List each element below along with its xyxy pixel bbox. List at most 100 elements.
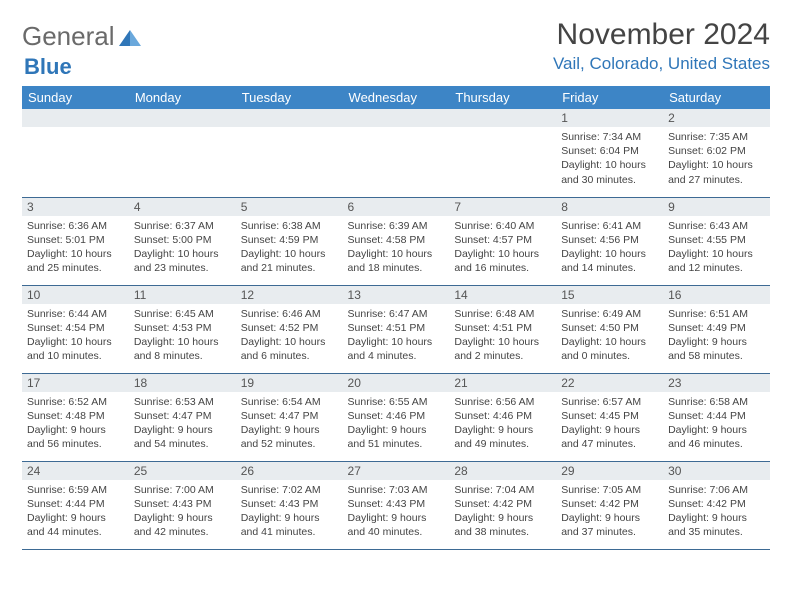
calendar-week-row: 24Sunrise: 6:59 AMSunset: 4:44 PMDayligh… bbox=[22, 461, 770, 549]
day-number: 4 bbox=[129, 198, 236, 216]
day-number: 16 bbox=[663, 286, 770, 304]
day-number: 15 bbox=[556, 286, 663, 304]
day-number: 9 bbox=[663, 198, 770, 216]
weekday-header: Wednesday bbox=[343, 86, 450, 109]
day-number: 14 bbox=[449, 286, 556, 304]
calendar-day-cell: 22Sunrise: 6:57 AMSunset: 4:45 PMDayligh… bbox=[556, 373, 663, 461]
calendar-day-cell: 6Sunrise: 6:39 AMSunset: 4:58 PMDaylight… bbox=[343, 197, 450, 285]
calendar-day-cell bbox=[22, 109, 129, 197]
day-detail: Sunrise: 7:35 AMSunset: 6:02 PMDaylight:… bbox=[663, 127, 770, 191]
day-number-empty bbox=[343, 109, 450, 127]
calendar-day-cell: 10Sunrise: 6:44 AMSunset: 4:54 PMDayligh… bbox=[22, 285, 129, 373]
calendar-day-cell: 7Sunrise: 6:40 AMSunset: 4:57 PMDaylight… bbox=[449, 197, 556, 285]
day-detail: Sunrise: 6:40 AMSunset: 4:57 PMDaylight:… bbox=[449, 216, 556, 280]
day-detail: Sunrise: 6:51 AMSunset: 4:49 PMDaylight:… bbox=[663, 304, 770, 368]
day-number: 7 bbox=[449, 198, 556, 216]
weekday-header: Thursday bbox=[449, 86, 556, 109]
calendar-day-cell: 20Sunrise: 6:55 AMSunset: 4:46 PMDayligh… bbox=[343, 373, 450, 461]
calendar-week-row: 1Sunrise: 7:34 AMSunset: 6:04 PMDaylight… bbox=[22, 109, 770, 197]
day-detail: Sunrise: 6:44 AMSunset: 4:54 PMDaylight:… bbox=[22, 304, 129, 368]
calendar-day-cell: 27Sunrise: 7:03 AMSunset: 4:43 PMDayligh… bbox=[343, 461, 450, 549]
day-number: 27 bbox=[343, 462, 450, 480]
calendar-day-cell: 4Sunrise: 6:37 AMSunset: 5:00 PMDaylight… bbox=[129, 197, 236, 285]
day-detail: Sunrise: 7:04 AMSunset: 4:42 PMDaylight:… bbox=[449, 480, 556, 544]
calendar-day-cell: 1Sunrise: 7:34 AMSunset: 6:04 PMDaylight… bbox=[556, 109, 663, 197]
day-detail: Sunrise: 6:59 AMSunset: 4:44 PMDaylight:… bbox=[22, 480, 129, 544]
logo-text-blue: Blue bbox=[24, 54, 72, 80]
month-title: November 2024 bbox=[553, 18, 770, 52]
day-detail: Sunrise: 6:46 AMSunset: 4:52 PMDaylight:… bbox=[236, 304, 343, 368]
day-detail: Sunrise: 7:00 AMSunset: 4:43 PMDaylight:… bbox=[129, 480, 236, 544]
calendar-day-cell: 19Sunrise: 6:54 AMSunset: 4:47 PMDayligh… bbox=[236, 373, 343, 461]
day-number: 26 bbox=[236, 462, 343, 480]
calendar-header-row: SundayMondayTuesdayWednesdayThursdayFrid… bbox=[22, 86, 770, 109]
calendar-day-cell: 18Sunrise: 6:53 AMSunset: 4:47 PMDayligh… bbox=[129, 373, 236, 461]
day-number: 11 bbox=[129, 286, 236, 304]
day-number: 20 bbox=[343, 374, 450, 392]
day-number: 3 bbox=[22, 198, 129, 216]
day-number: 19 bbox=[236, 374, 343, 392]
day-detail: Sunrise: 7:03 AMSunset: 4:43 PMDaylight:… bbox=[343, 480, 450, 544]
day-number-empty bbox=[129, 109, 236, 127]
calendar-day-cell: 28Sunrise: 7:04 AMSunset: 4:42 PMDayligh… bbox=[449, 461, 556, 549]
day-number: 28 bbox=[449, 462, 556, 480]
day-detail: Sunrise: 6:52 AMSunset: 4:48 PMDaylight:… bbox=[22, 392, 129, 456]
logo-triangle-icon bbox=[119, 22, 141, 53]
calendar-table: SundayMondayTuesdayWednesdayThursdayFrid… bbox=[22, 86, 770, 550]
day-number: 18 bbox=[129, 374, 236, 392]
day-detail: Sunrise: 6:55 AMSunset: 4:46 PMDaylight:… bbox=[343, 392, 450, 456]
weekday-header: Monday bbox=[129, 86, 236, 109]
calendar-day-cell: 21Sunrise: 6:56 AMSunset: 4:46 PMDayligh… bbox=[449, 373, 556, 461]
day-detail: Sunrise: 6:43 AMSunset: 4:55 PMDaylight:… bbox=[663, 216, 770, 280]
calendar-day-cell: 24Sunrise: 6:59 AMSunset: 4:44 PMDayligh… bbox=[22, 461, 129, 549]
day-number: 24 bbox=[22, 462, 129, 480]
calendar-day-cell: 9Sunrise: 6:43 AMSunset: 4:55 PMDaylight… bbox=[663, 197, 770, 285]
calendar-day-cell: 26Sunrise: 7:02 AMSunset: 4:43 PMDayligh… bbox=[236, 461, 343, 549]
calendar-day-cell bbox=[449, 109, 556, 197]
logo: General bbox=[22, 20, 141, 53]
day-detail: Sunrise: 6:48 AMSunset: 4:51 PMDaylight:… bbox=[449, 304, 556, 368]
day-number: 13 bbox=[343, 286, 450, 304]
day-detail: Sunrise: 6:58 AMSunset: 4:44 PMDaylight:… bbox=[663, 392, 770, 456]
calendar-day-cell: 15Sunrise: 6:49 AMSunset: 4:50 PMDayligh… bbox=[556, 285, 663, 373]
day-detail: Sunrise: 6:39 AMSunset: 4:58 PMDaylight:… bbox=[343, 216, 450, 280]
day-detail: Sunrise: 7:06 AMSunset: 4:42 PMDaylight:… bbox=[663, 480, 770, 544]
title-block: November 2024 Vail, Colorado, United Sta… bbox=[553, 18, 770, 74]
calendar-day-cell: 29Sunrise: 7:05 AMSunset: 4:42 PMDayligh… bbox=[556, 461, 663, 549]
calendar-day-cell: 25Sunrise: 7:00 AMSunset: 4:43 PMDayligh… bbox=[129, 461, 236, 549]
calendar-day-cell: 5Sunrise: 6:38 AMSunset: 4:59 PMDaylight… bbox=[236, 197, 343, 285]
day-number: 8 bbox=[556, 198, 663, 216]
day-detail: Sunrise: 7:34 AMSunset: 6:04 PMDaylight:… bbox=[556, 127, 663, 191]
day-number: 10 bbox=[22, 286, 129, 304]
day-number: 23 bbox=[663, 374, 770, 392]
day-detail: Sunrise: 7:05 AMSunset: 4:42 PMDaylight:… bbox=[556, 480, 663, 544]
day-detail: Sunrise: 6:54 AMSunset: 4:47 PMDaylight:… bbox=[236, 392, 343, 456]
calendar-day-cell: 30Sunrise: 7:06 AMSunset: 4:42 PMDayligh… bbox=[663, 461, 770, 549]
weekday-header: Sunday bbox=[22, 86, 129, 109]
day-number: 2 bbox=[663, 109, 770, 127]
day-number: 30 bbox=[663, 462, 770, 480]
day-number: 12 bbox=[236, 286, 343, 304]
calendar-day-cell: 12Sunrise: 6:46 AMSunset: 4:52 PMDayligh… bbox=[236, 285, 343, 373]
calendar-day-cell bbox=[129, 109, 236, 197]
calendar-day-cell: 3Sunrise: 6:36 AMSunset: 5:01 PMDaylight… bbox=[22, 197, 129, 285]
calendar-day-cell: 11Sunrise: 6:45 AMSunset: 4:53 PMDayligh… bbox=[129, 285, 236, 373]
day-detail: Sunrise: 6:53 AMSunset: 4:47 PMDaylight:… bbox=[129, 392, 236, 456]
calendar-day-cell: 2Sunrise: 7:35 AMSunset: 6:02 PMDaylight… bbox=[663, 109, 770, 197]
day-number: 21 bbox=[449, 374, 556, 392]
day-number-empty bbox=[236, 109, 343, 127]
day-detail: Sunrise: 6:49 AMSunset: 4:50 PMDaylight:… bbox=[556, 304, 663, 368]
calendar-day-cell: 8Sunrise: 6:41 AMSunset: 4:56 PMDaylight… bbox=[556, 197, 663, 285]
day-number: 17 bbox=[22, 374, 129, 392]
day-number: 5 bbox=[236, 198, 343, 216]
weekday-header: Friday bbox=[556, 86, 663, 109]
weekday-header: Tuesday bbox=[236, 86, 343, 109]
weekday-header: Saturday bbox=[663, 86, 770, 109]
day-detail: Sunrise: 6:47 AMSunset: 4:51 PMDaylight:… bbox=[343, 304, 450, 368]
logo-text-general: General bbox=[22, 21, 115, 52]
location-text: Vail, Colorado, United States bbox=[553, 54, 770, 74]
day-detail: Sunrise: 6:45 AMSunset: 4:53 PMDaylight:… bbox=[129, 304, 236, 368]
day-number-empty bbox=[449, 109, 556, 127]
calendar-day-cell: 16Sunrise: 6:51 AMSunset: 4:49 PMDayligh… bbox=[663, 285, 770, 373]
day-detail: Sunrise: 6:36 AMSunset: 5:01 PMDaylight:… bbox=[22, 216, 129, 280]
